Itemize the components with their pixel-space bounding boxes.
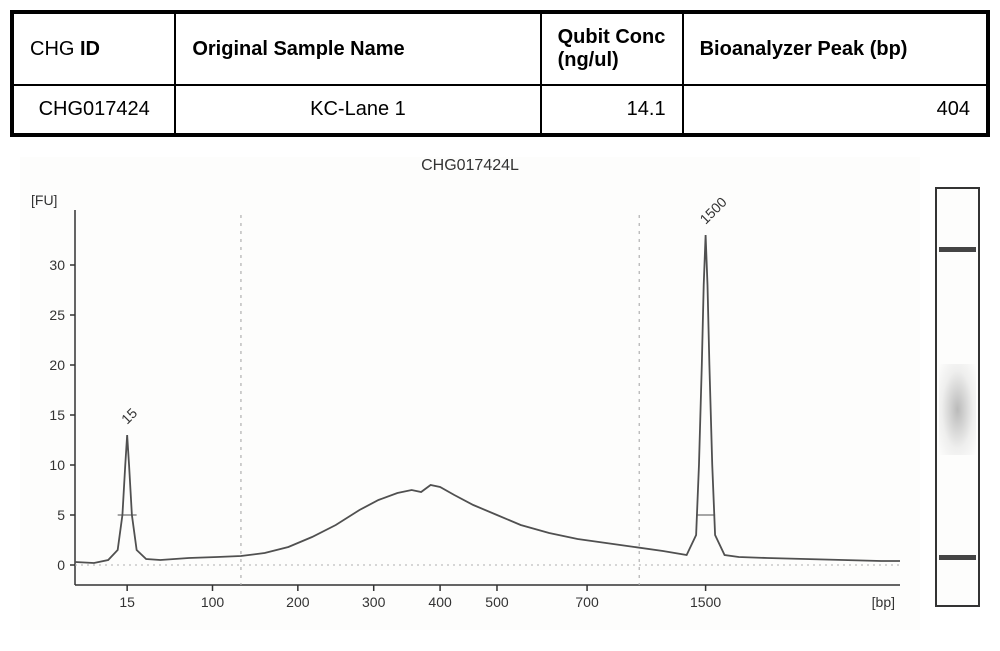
chart-svg: [FU] 0 5 10 15 20 25 30 15 100 200 300 400 500 700 1500… xyxy=(20,180,920,630)
svg-text:[bp]: [bp] xyxy=(872,594,895,610)
svg-text:15: 15 xyxy=(119,594,135,610)
svg-text:[FU]: [FU] xyxy=(31,192,57,208)
header-text-bold: Bioanalyzer Peak (bp) xyxy=(700,38,908,60)
electropherogram-chart: CHG017424L [FU] 0 5 10 15 20 25 30 15 100 200 300 40… xyxy=(20,157,920,630)
header-text-bold: Original Sample Name xyxy=(192,38,404,60)
cell-qubit: 14.1 xyxy=(541,85,683,134)
svg-text:10: 10 xyxy=(49,457,65,473)
svg-text:400: 400 xyxy=(428,594,452,610)
col-chg-id: CHG ID xyxy=(13,13,175,85)
gel-band xyxy=(939,555,976,560)
cell-chg-id: CHG017424 xyxy=(13,85,175,134)
svg-text:1500: 1500 xyxy=(690,594,721,610)
cell-sample-name: KC-Lane 1 xyxy=(175,85,540,134)
header-text-bold: ID xyxy=(80,38,100,60)
svg-text:700: 700 xyxy=(575,594,599,610)
svg-text:0: 0 xyxy=(57,557,65,573)
svg-text:30: 30 xyxy=(49,257,65,273)
gel-smear xyxy=(939,364,976,456)
svg-text:100: 100 xyxy=(201,594,225,610)
col-peak: Bioanalyzer Peak (bp) xyxy=(683,13,987,85)
chart-title: CHG017424L xyxy=(20,157,920,175)
gel-band xyxy=(939,247,976,252)
col-qubit: Qubit Conc (ng/ul) xyxy=(541,13,683,85)
svg-text:20: 20 xyxy=(49,357,65,373)
svg-text:25: 25 xyxy=(49,307,65,323)
svg-text:5: 5 xyxy=(57,507,65,523)
cell-peak: 404 xyxy=(683,85,987,134)
header-text: CHG xyxy=(30,38,80,60)
svg-text:200: 200 xyxy=(286,594,310,610)
svg-text:15: 15 xyxy=(49,407,65,423)
col-sample-name: Original Sample Name xyxy=(175,13,540,85)
table-row: CHG017424 KC-Lane 1 14.1 404 xyxy=(13,85,987,134)
sample-table: CHG ID Original Sample Name Qubit Conc (… xyxy=(10,10,990,137)
gel-lane xyxy=(935,187,980,607)
table-header-row: CHG ID Original Sample Name Qubit Conc (… xyxy=(13,13,987,85)
chart-wrapper: CHG017424L [FU] 0 5 10 15 20 25 30 15 100 200 300 40… xyxy=(10,157,990,630)
svg-text:500: 500 xyxy=(485,594,509,610)
svg-text:300: 300 xyxy=(362,594,386,610)
header-text-bold: Qubit Conc (ng/ul) xyxy=(558,26,666,71)
